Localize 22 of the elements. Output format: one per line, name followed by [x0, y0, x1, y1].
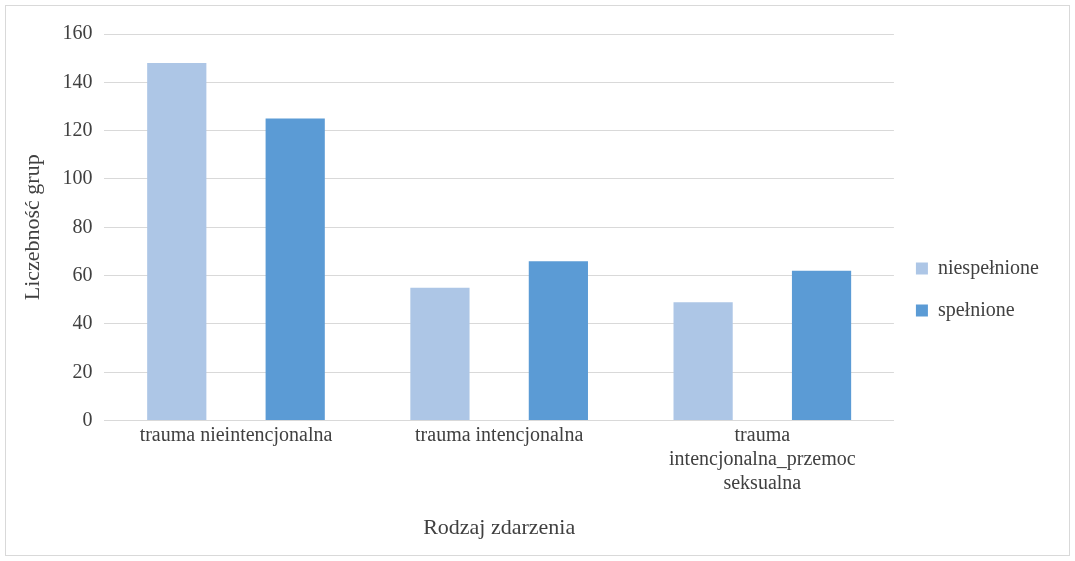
y-tick-label: 20 — [72, 359, 93, 382]
y-axis-title: Liczebność grup — [18, 154, 44, 301]
x-tick-label: trauma intencjonalna_przemoc seksualna — [669, 422, 856, 493]
bar — [673, 302, 733, 421]
y-tick-label: 60 — [72, 262, 93, 285]
bar — [265, 118, 325, 421]
y-tick-label: 100 — [62, 166, 93, 189]
x-tick-label: trauma nieintencjonalna — [139, 422, 333, 446]
bar — [528, 261, 588, 421]
bar — [410, 287, 470, 421]
bar — [147, 63, 207, 421]
legend-label: spełnione — [937, 297, 1015, 321]
x-axis-title: Rodzaj zdarzenia — [423, 513, 576, 539]
x-tick-label: trauma intencjonalna — [415, 422, 584, 446]
y-tick-label: 40 — [72, 311, 93, 334]
y-tick-label: 120 — [62, 117, 93, 140]
y-tick-label: 140 — [62, 69, 93, 92]
y-tick-label: 160 — [62, 21, 93, 44]
y-tick-label: 0 — [82, 407, 93, 430]
bar — [791, 270, 852, 421]
legend-label: niespełnione — [937, 255, 1040, 279]
y-tick-label: 80 — [72, 214, 93, 237]
